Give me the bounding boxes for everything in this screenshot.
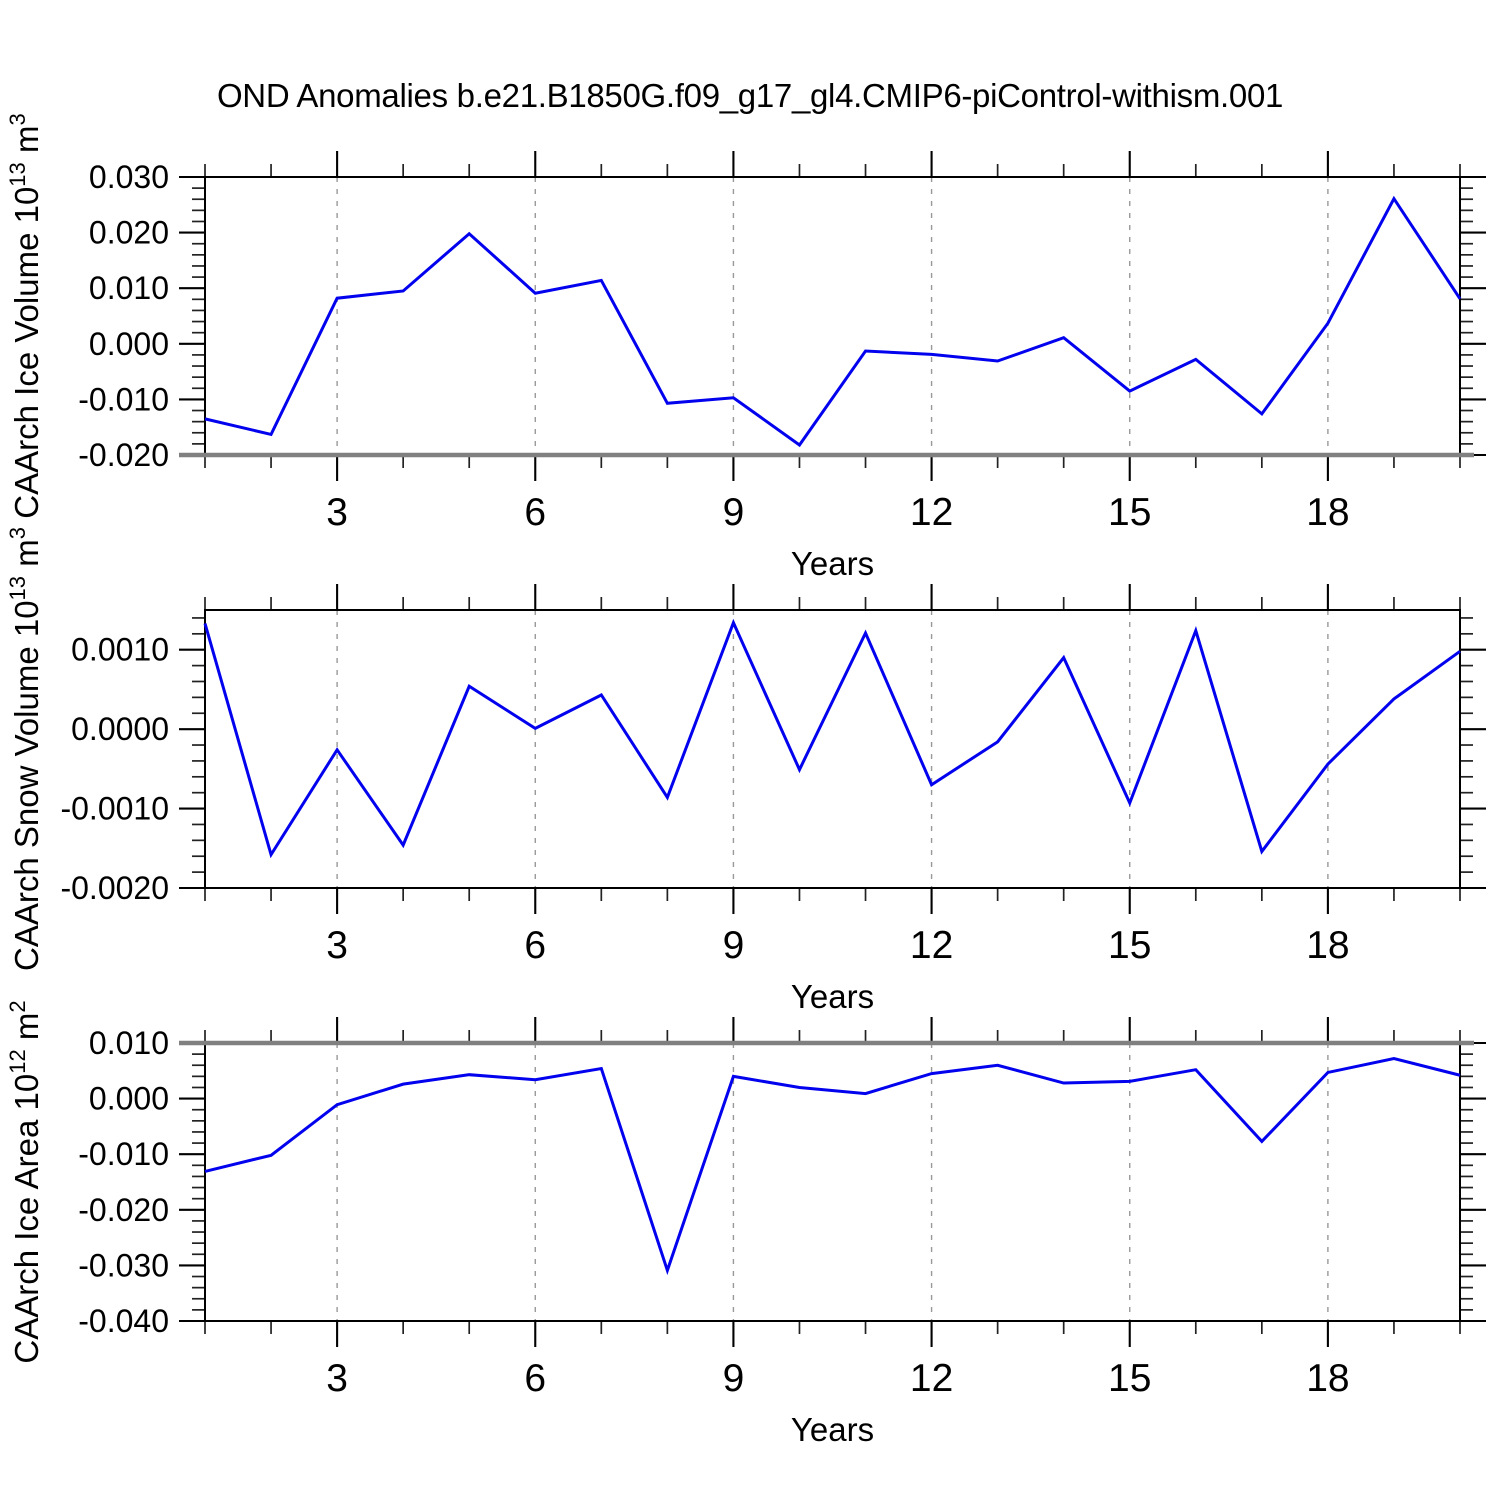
ticks-layer xyxy=(179,1017,1486,1347)
y-tick-label: 0.0010 xyxy=(71,632,169,668)
x-axis-title: Years xyxy=(791,978,874,1015)
x-tick-label: 6 xyxy=(524,491,546,534)
x-tick-label: 12 xyxy=(910,491,953,534)
x-tick-label: 18 xyxy=(1306,924,1349,967)
y-tick-label: 0.010 xyxy=(89,270,169,306)
y-axis-title: CAArch Ice Area 1012 m2 xyxy=(5,1000,45,1363)
y-tick-label: -0.020 xyxy=(78,1192,169,1228)
x-tick-label: 15 xyxy=(1108,924,1151,967)
grid-layer xyxy=(336,1043,1329,1321)
chart-title: OND Anomalies b.e21.B1850G.f09_g17_gl4.C… xyxy=(217,77,1283,114)
x-tick-label: 6 xyxy=(524,1357,546,1400)
y-tick-label: -0.010 xyxy=(78,1136,169,1172)
x-tick-label: 3 xyxy=(326,1357,348,1400)
x-tick-label: 15 xyxy=(1108,1357,1151,1400)
panel-snow-volume: 0.0010 0.0000 -0.0010 -0.0020 3 6 9 12 15 18 Years… xyxy=(5,527,1486,1015)
x-axis-title: Years xyxy=(791,545,874,582)
data-line-ice-area xyxy=(204,1057,1461,1276)
y-tick-label: 0.000 xyxy=(89,326,169,362)
grid-layer xyxy=(336,610,1329,888)
y-tick-label: 0.0000 xyxy=(71,711,169,747)
y-tick-labels: 0.0010 0.0000 -0.0010 -0.0020 xyxy=(60,632,169,906)
x-tick-label: 3 xyxy=(326,491,348,534)
x-tick-label: 18 xyxy=(1306,1357,1349,1400)
y-tick-label: 0.030 xyxy=(89,159,169,195)
x-tick-label: 12 xyxy=(910,1357,953,1400)
y-tick-labels: 0.030 0.020 0.010 0.000 -0.010 -0.020 xyxy=(78,159,169,473)
y-tick-label: 0.010 xyxy=(89,1025,169,1061)
y-tick-label: 0.020 xyxy=(89,215,169,251)
y-tick-label: -0.030 xyxy=(78,1247,169,1283)
x-tick-labels: 3 6 9 12 15 18 xyxy=(326,491,1349,534)
data-line-snow-volume xyxy=(203,618,1461,859)
x-tick-label: 9 xyxy=(723,924,745,967)
y-tick-label: -0.020 xyxy=(78,437,169,473)
x-tick-label: 15 xyxy=(1108,491,1151,534)
panel-ice-area: 0.010 0.000 -0.010 -0.020 -0.030 -0.040 3 6 9 12 1… xyxy=(5,1000,1486,1448)
x-tick-label: 3 xyxy=(326,924,348,967)
panel-border xyxy=(204,176,1461,456)
y-tick-label: 0.000 xyxy=(89,1081,169,1117)
x-axis-title: Years xyxy=(791,1411,874,1448)
x-tick-label: 12 xyxy=(910,924,953,967)
y-tick-label: -0.010 xyxy=(78,381,169,417)
x-tick-label: 18 xyxy=(1306,491,1349,534)
y-tick-label: -0.040 xyxy=(78,1303,169,1339)
x-tick-labels: 3 6 9 12 15 18 xyxy=(326,924,1349,967)
y-tick-labels: 0.010 0.000 -0.010 -0.020 -0.030 -0.040 xyxy=(78,1025,169,1339)
panel-border xyxy=(204,1042,1461,1322)
panels-layer: 0.030 0.020 0.010 0.000 -0.010 -0.020 3 6 9 12 15 1… xyxy=(5,113,1486,1448)
y-axis-title: CAArch Ice Volume 1013 m3 xyxy=(5,113,45,518)
grid-layer xyxy=(336,177,1329,455)
x-tick-label: 9 xyxy=(723,1357,745,1400)
x-tick-label: 9 xyxy=(723,491,745,534)
panel-border xyxy=(204,609,1461,889)
panel-ice-volume: 0.030 0.020 0.010 0.000 -0.010 -0.020 3 6 9 12 15 1… xyxy=(5,113,1486,582)
x-tick-label: 6 xyxy=(524,924,546,967)
y-tick-label: -0.0010 xyxy=(60,791,169,827)
ticks-layer xyxy=(179,584,1486,914)
ticks-layer xyxy=(179,151,1486,481)
x-tick-labels: 3 6 9 12 15 18 xyxy=(326,1357,1349,1400)
y-tick-label: -0.0020 xyxy=(60,870,169,906)
y-axis-title: CAArch Snow Volume 1013 m3 xyxy=(5,527,45,971)
data-line-ice-volume xyxy=(204,195,1462,448)
